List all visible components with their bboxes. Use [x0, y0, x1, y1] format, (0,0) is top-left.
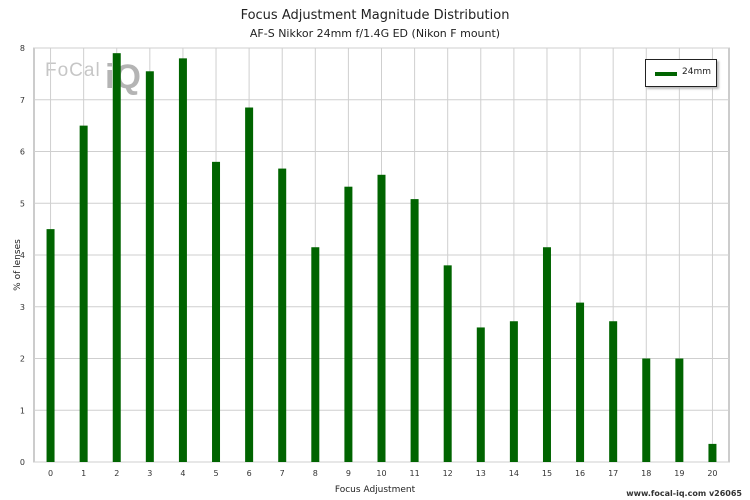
bar-19 — [675, 358, 684, 462]
y-tick-label: 8 — [20, 44, 25, 53]
logo-text: FoCal — [45, 60, 101, 81]
y-tick-label: 7 — [20, 96, 25, 105]
x-tick-label: 10 — [376, 469, 386, 478]
y-tick-label: 3 — [20, 303, 25, 312]
x-axis-label: Focus Adjustment — [334, 485, 416, 495]
bar-16 — [576, 302, 585, 462]
y-tick-label: 2 — [20, 355, 25, 364]
bar-12 — [443, 265, 452, 462]
x-tick-label: 8 — [313, 469, 318, 478]
x-tick-label: 5 — [213, 469, 218, 478]
x-tick-label: 3 — [147, 469, 152, 478]
bar-7 — [278, 168, 287, 462]
legend-swatch — [655, 72, 677, 76]
focal-iq-logo: FoCal iQ — [45, 58, 170, 113]
x-tick-label: 13 — [476, 469, 486, 478]
bar-4 — [178, 58, 187, 462]
bar-15 — [542, 247, 551, 462]
bar-11 — [410, 199, 419, 463]
x-tick-label: 14 — [509, 469, 519, 478]
x-tick-label: 12 — [443, 469, 453, 478]
y-axis-label: % of lenses — [13, 239, 23, 291]
x-tick-label: 0 — [48, 469, 53, 478]
chart-subtitle: AF-S Nikkor 24mm f/1.4G ED (Nikon F moun… — [249, 27, 501, 40]
x-tick-label: 4 — [180, 469, 185, 478]
legend-label: 24mm — [682, 67, 711, 77]
bar-13 — [476, 327, 485, 462]
bar-0 — [46, 229, 55, 462]
x-tick-label: 7 — [280, 469, 285, 478]
bar-14 — [509, 321, 518, 462]
x-tick-label: 15 — [542, 469, 552, 478]
bar-9 — [344, 186, 353, 462]
y-tick-label: 6 — [20, 148, 25, 157]
legend: 24mm — [645, 59, 717, 87]
x-tick-label: 20 — [707, 469, 717, 478]
bar-3 — [145, 71, 154, 462]
x-tick-label: 2 — [114, 469, 119, 478]
x-tick-labels: 0 1 2 3 4 5 6 7 8 9 10 11 12 13 14 15 16 17 18 19 20 — [48, 469, 718, 478]
chart-title: Focus Adjustment Magnitude Distribution — [240, 8, 510, 23]
bar-18 — [642, 358, 651, 462]
bar-1 — [79, 125, 88, 462]
x-tick-label: 16 — [575, 469, 585, 478]
y-tick-label: 0 — [20, 458, 25, 467]
credit-text: www.focal-iq.com v26065 — [626, 489, 742, 498]
bar-5 — [212, 161, 221, 462]
x-tick-label: 17 — [608, 469, 618, 478]
x-tick-label: 9 — [346, 469, 351, 478]
y-tick-labels: 0 1 2 3 4 5 6 7 8 — [20, 44, 25, 467]
x-tick-label: 18 — [641, 469, 651, 478]
y-tick-label: 5 — [20, 199, 25, 208]
x-tick-label: 1 — [81, 469, 86, 478]
bar-20 — [708, 443, 717, 462]
bar-10 — [377, 174, 386, 462]
y-tick-label: 1 — [20, 406, 25, 415]
bar-2 — [112, 53, 121, 463]
bar-6 — [245, 107, 254, 462]
y-tick-label: 4 — [20, 251, 25, 260]
bars — [46, 53, 717, 463]
x-tick-label: 6 — [247, 469, 252, 478]
bar-17 — [609, 321, 618, 462]
x-tick-label: 11 — [410, 469, 420, 478]
x-tick-label: 19 — [674, 469, 684, 478]
logo-mark: iQ — [105, 58, 141, 96]
bar-8 — [311, 247, 320, 462]
